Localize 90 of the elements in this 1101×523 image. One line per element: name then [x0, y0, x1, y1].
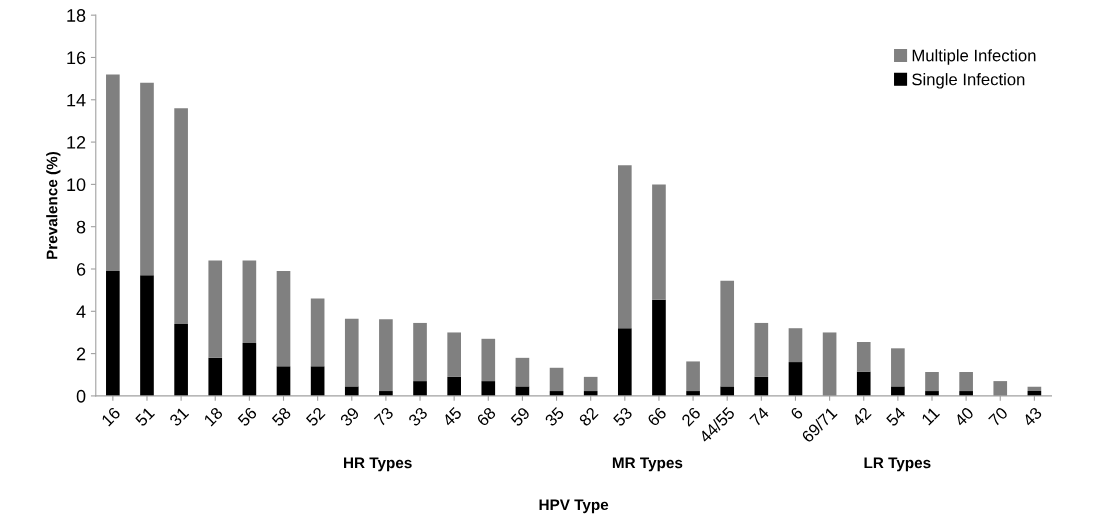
- bar: [652, 299, 666, 396]
- bar: [822, 332, 837, 396]
- x-tick-label: 31: [168, 406, 190, 427]
- x-tick-label: 59: [510, 406, 531, 427]
- bar: [140, 82, 154, 276]
- text: HR Types: [344, 457, 412, 472]
- bar: [720, 386, 735, 396]
- bar: [208, 357, 223, 396]
- bar: [788, 328, 803, 363]
- x-tick-label: 70: [988, 406, 1009, 427]
- bar: [720, 280, 735, 387]
- bar: [481, 381, 496, 396]
- bar: [106, 74, 120, 272]
- x-tick-label: 18: [203, 406, 224, 427]
- x-tick-label: 45: [441, 406, 463, 428]
- bar: [140, 275, 154, 396]
- x-tick-label: 11: [921, 406, 940, 426]
- x-tick-label: 68: [476, 406, 497, 427]
- bar: [447, 332, 461, 377]
- bar: [754, 376, 769, 396]
- bar: [583, 376, 598, 392]
- bar: [1027, 386, 1042, 392]
- bar: [686, 361, 700, 392]
- bar: [959, 372, 973, 392]
- bar: [515, 357, 530, 387]
- x-tick-label: 52: [305, 406, 326, 427]
- y-tick-label: 14: [67, 93, 86, 107]
- bar: [106, 271, 120, 396]
- x-tick-label: 56: [237, 406, 258, 427]
- y-tick-label: 0: [76, 389, 86, 403]
- x-tick-label: 26: [680, 406, 702, 427]
- bar: [344, 386, 359, 396]
- y-tick-label: 2: [76, 347, 86, 361]
- y-tick-label: 10: [67, 178, 86, 192]
- text: LR Types: [864, 457, 931, 472]
- bar: [174, 108, 188, 324]
- bar: [310, 366, 325, 396]
- x-tick-label: 40: [953, 406, 975, 428]
- x-tick-label: 6: [789, 406, 804, 421]
- bar: [515, 386, 530, 396]
- x-tick-label: 33: [407, 406, 429, 427]
- bar: [891, 348, 905, 387]
- legend-label: Single Infection: [912, 73, 1025, 89]
- x-tick-label: 53: [612, 406, 633, 427]
- bar: [617, 328, 632, 396]
- bar: [174, 323, 188, 396]
- bar: [549, 367, 564, 392]
- text: MR Types: [612, 457, 683, 472]
- bar: [344, 318, 359, 387]
- x-tick-label: 51: [134, 406, 156, 427]
- bar: [276, 366, 291, 396]
- x-tick-label: 16: [100, 406, 121, 427]
- y-tick-label: 4: [76, 305, 86, 318]
- y-axis-title: Prevalence (%): [46, 151, 61, 259]
- x-tick-label: 54: [885, 406, 907, 427]
- bar: [242, 260, 257, 344]
- x-tick-label: 58: [271, 406, 292, 427]
- bar: [276, 271, 291, 367]
- bar: [891, 386, 905, 396]
- bar: [993, 381, 1008, 396]
- bar: [413, 322, 427, 382]
- x-tick-label: 43: [1021, 406, 1043, 428]
- bar: [788, 362, 803, 396]
- x-tick-label: 82: [578, 406, 599, 427]
- bar: [856, 341, 871, 372]
- x-tick-label: 73: [373, 406, 395, 427]
- bar: [310, 298, 325, 367]
- x-tick-label: 66: [646, 406, 668, 427]
- bar: [413, 381, 427, 396]
- bar: [379, 319, 393, 392]
- y-tick-label: 8: [76, 220, 86, 234]
- x-tick-label: 42: [851, 406, 872, 428]
- bar: [652, 184, 666, 300]
- bar: [856, 371, 871, 396]
- y-tick-label: 16: [67, 51, 86, 65]
- bar: [481, 338, 496, 382]
- legend-label: Multiple Infection: [912, 49, 1036, 65]
- bar: [754, 322, 769, 377]
- y-tick-label: 12: [67, 136, 86, 149]
- bar: [925, 372, 939, 392]
- x-tick-label: 39: [339, 406, 360, 427]
- bar: [447, 376, 461, 396]
- x-tick-label: 35: [544, 406, 565, 427]
- y-tick-label: 18: [67, 9, 86, 22]
- bar: [208, 260, 223, 358]
- y-tick-label: 6: [76, 262, 86, 276]
- x-tick-label: 74: [749, 406, 770, 427]
- bar: [617, 165, 632, 329]
- x-axis-title: HPV Type: [539, 499, 609, 514]
- bar: [242, 343, 257, 396]
